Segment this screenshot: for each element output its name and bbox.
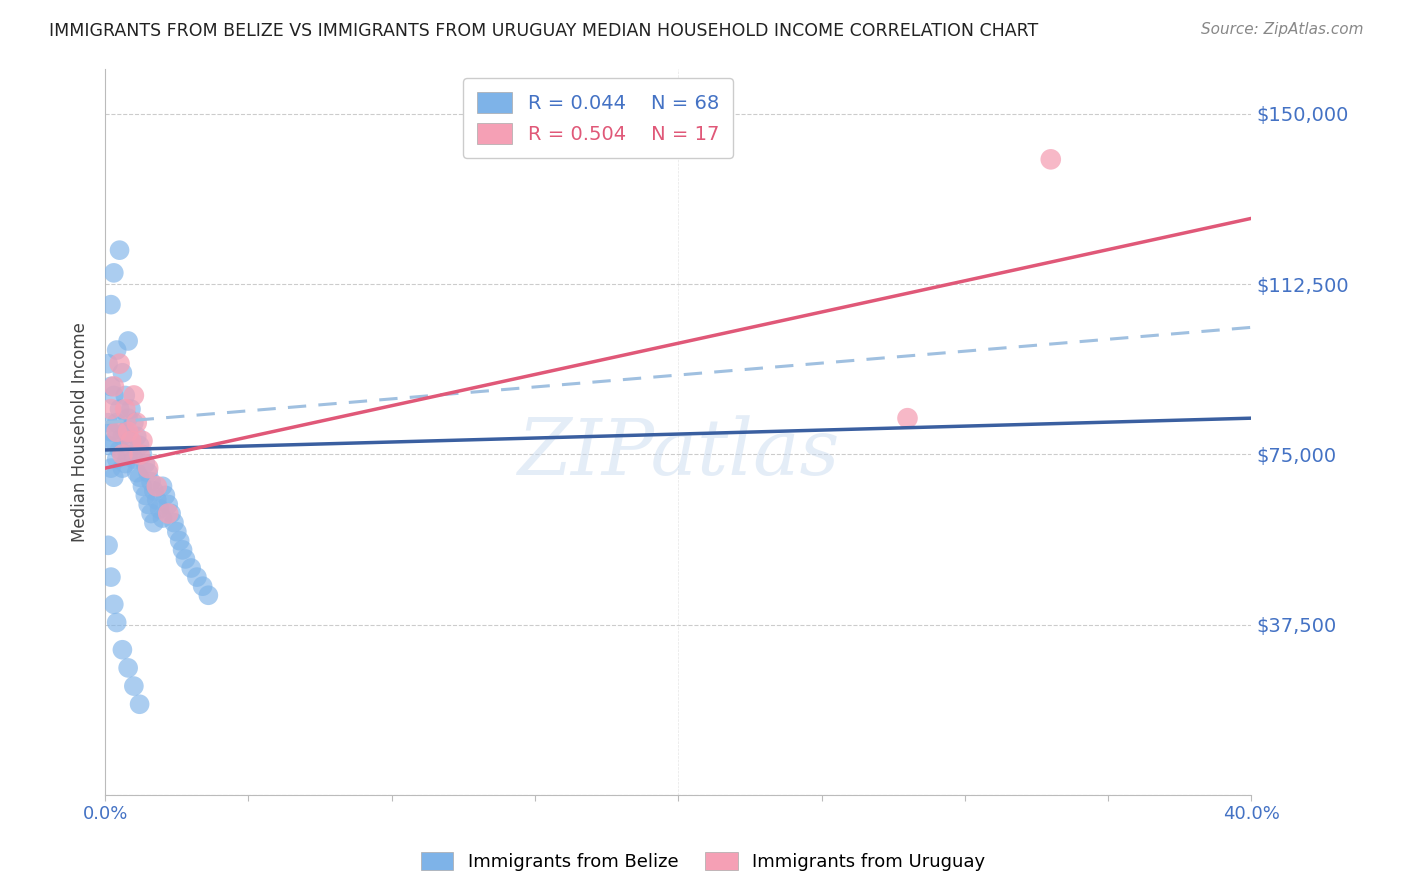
Point bbox=[157, 507, 180, 521]
Point bbox=[108, 357, 131, 371]
Point bbox=[114, 457, 136, 471]
Point bbox=[111, 366, 134, 380]
Point bbox=[103, 379, 125, 393]
Point bbox=[97, 438, 120, 452]
Point bbox=[139, 507, 162, 521]
Point bbox=[160, 507, 183, 521]
Point bbox=[131, 448, 153, 462]
Point bbox=[100, 402, 122, 417]
Point bbox=[169, 533, 191, 548]
Point bbox=[100, 298, 122, 312]
Point bbox=[128, 438, 150, 452]
Point bbox=[120, 434, 142, 448]
Point bbox=[108, 243, 131, 257]
Point bbox=[172, 542, 194, 557]
Text: ZIPatlas: ZIPatlas bbox=[517, 416, 839, 491]
Point bbox=[131, 479, 153, 493]
Y-axis label: Median Household Income: Median Household Income bbox=[72, 322, 89, 541]
Text: Source: ZipAtlas.com: Source: ZipAtlas.com bbox=[1201, 22, 1364, 37]
Point bbox=[146, 479, 169, 493]
Point bbox=[157, 498, 180, 512]
Point bbox=[125, 416, 148, 430]
Point bbox=[117, 411, 139, 425]
Point bbox=[125, 466, 148, 480]
Point bbox=[105, 425, 128, 439]
Point bbox=[105, 416, 128, 430]
Point bbox=[122, 416, 145, 430]
Point bbox=[117, 425, 139, 439]
Point bbox=[155, 488, 177, 502]
Point bbox=[105, 452, 128, 467]
Point bbox=[103, 470, 125, 484]
Point bbox=[134, 488, 156, 502]
Point bbox=[117, 448, 139, 462]
Point bbox=[100, 379, 122, 393]
Point bbox=[97, 357, 120, 371]
Point bbox=[896, 411, 918, 425]
Point bbox=[117, 334, 139, 348]
Text: IMMIGRANTS FROM BELIZE VS IMMIGRANTS FROM URUGUAY MEDIAN HOUSEHOLD INCOME CORREL: IMMIGRANTS FROM BELIZE VS IMMIGRANTS FRO… bbox=[49, 22, 1039, 40]
Legend: R = 0.044    N = 68, R = 0.504    N = 17: R = 0.044 N = 68, R = 0.504 N = 17 bbox=[464, 78, 733, 158]
Point bbox=[103, 598, 125, 612]
Point bbox=[152, 479, 174, 493]
Point bbox=[108, 402, 131, 417]
Point bbox=[105, 615, 128, 630]
Point bbox=[114, 425, 136, 439]
Point bbox=[120, 434, 142, 448]
Point bbox=[136, 466, 159, 480]
Point bbox=[122, 679, 145, 693]
Point bbox=[174, 552, 197, 566]
Point bbox=[114, 388, 136, 402]
Point bbox=[97, 416, 120, 430]
Point bbox=[146, 492, 169, 507]
Point bbox=[103, 388, 125, 402]
Point bbox=[136, 461, 159, 475]
Point bbox=[128, 698, 150, 712]
Point bbox=[97, 538, 120, 552]
Point bbox=[100, 425, 122, 439]
Point bbox=[111, 429, 134, 443]
Point bbox=[114, 402, 136, 417]
Point bbox=[152, 511, 174, 525]
Point bbox=[186, 570, 208, 584]
Point bbox=[111, 461, 134, 475]
Point bbox=[166, 524, 188, 539]
Point bbox=[125, 429, 148, 443]
Point bbox=[103, 266, 125, 280]
Point bbox=[100, 570, 122, 584]
Point bbox=[131, 434, 153, 448]
Point bbox=[122, 452, 145, 467]
Point bbox=[111, 642, 134, 657]
Point bbox=[1039, 153, 1062, 167]
Point bbox=[163, 516, 186, 530]
Point bbox=[191, 579, 214, 593]
Point bbox=[103, 434, 125, 448]
Point bbox=[142, 516, 165, 530]
Point bbox=[105, 343, 128, 357]
Point bbox=[128, 470, 150, 484]
Point bbox=[120, 402, 142, 417]
Point bbox=[117, 661, 139, 675]
Point bbox=[136, 498, 159, 512]
Legend: Immigrants from Belize, Immigrants from Uruguay: Immigrants from Belize, Immigrants from … bbox=[413, 845, 993, 879]
Point bbox=[139, 475, 162, 489]
Point bbox=[142, 483, 165, 498]
Point bbox=[134, 457, 156, 471]
Point bbox=[122, 388, 145, 402]
Point bbox=[111, 448, 134, 462]
Point bbox=[100, 461, 122, 475]
Point bbox=[180, 561, 202, 575]
Point bbox=[149, 502, 172, 516]
Point bbox=[128, 448, 150, 462]
Point bbox=[108, 442, 131, 457]
Point bbox=[197, 588, 219, 602]
